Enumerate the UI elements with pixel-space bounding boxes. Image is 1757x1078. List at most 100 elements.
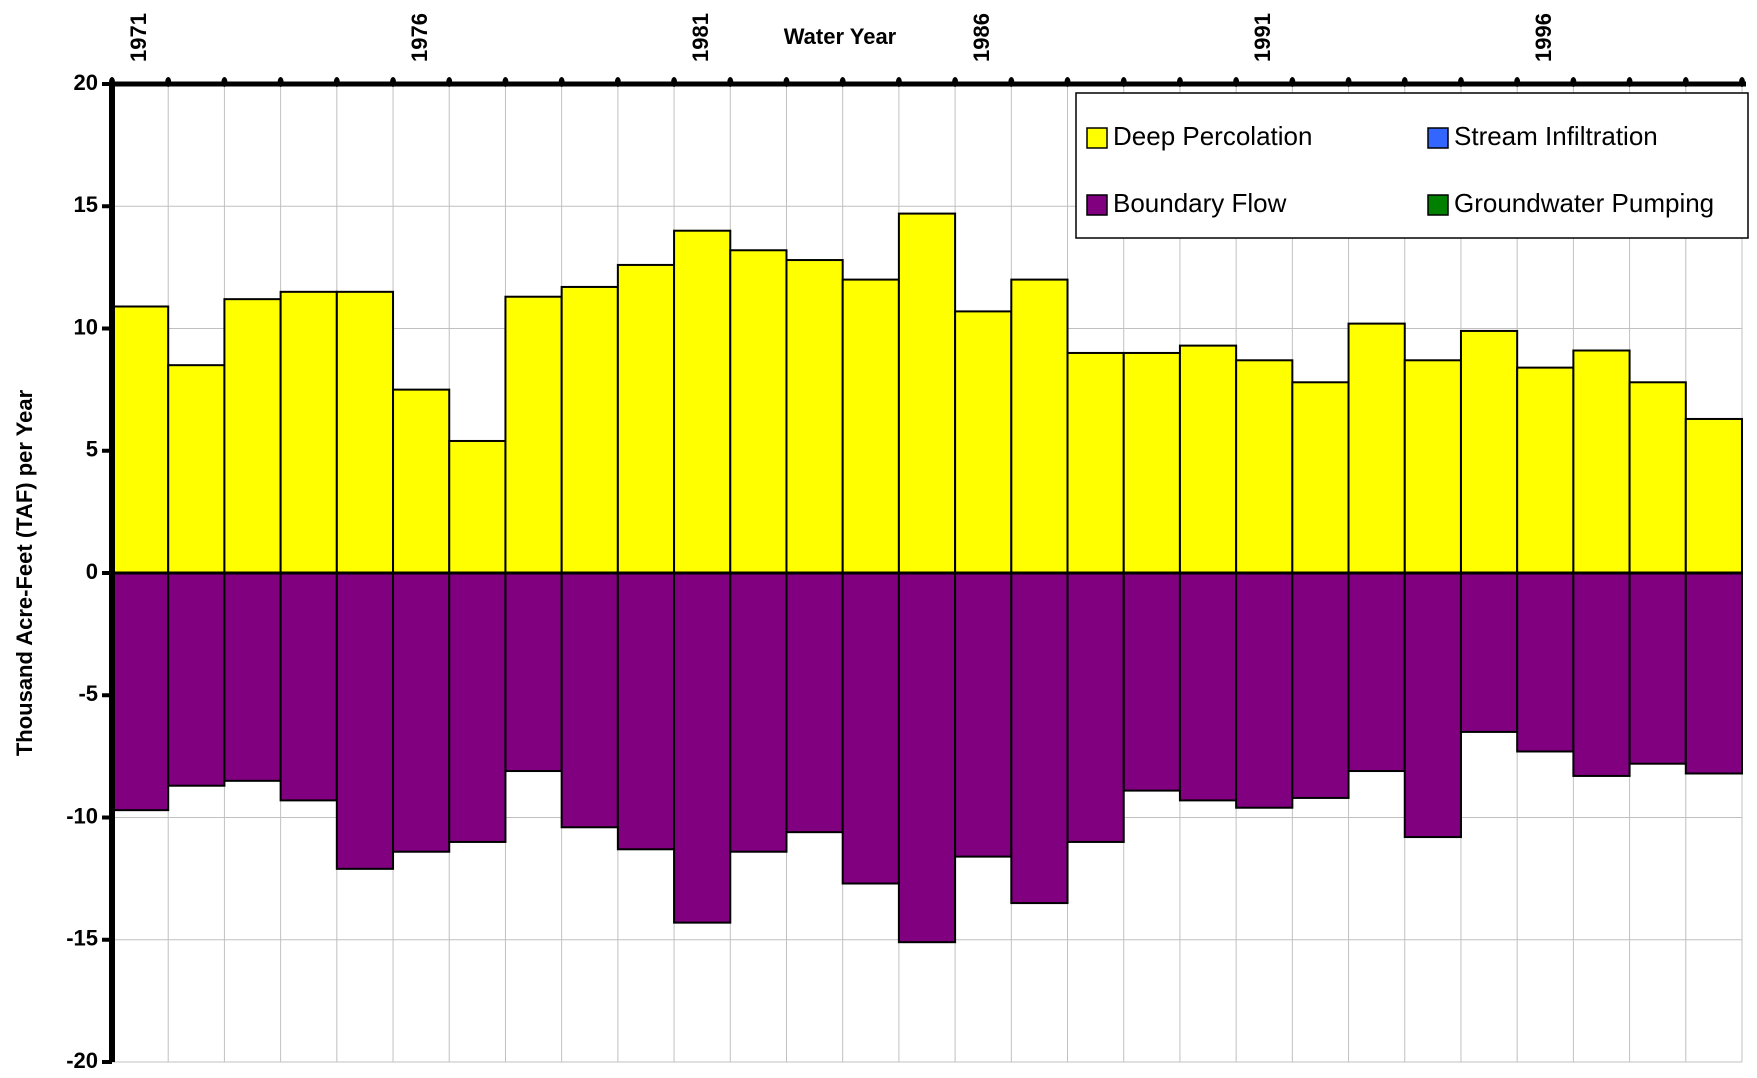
- x-tick-dot: [1739, 77, 1745, 87]
- x-tick-label: 1981: [688, 13, 713, 62]
- x-tick-dot: [671, 77, 678, 87]
- bar: [897, 572, 957, 944]
- bar: [335, 572, 395, 870]
- bar: [673, 229, 732, 574]
- y-tick-label: 15: [74, 192, 98, 217]
- bar: [1291, 572, 1350, 799]
- bar: [1516, 366, 1575, 574]
- legend-swatch: [1086, 194, 1108, 216]
- y-tick-label: 0: [86, 559, 98, 584]
- y-tick-label: -15: [66, 926, 98, 951]
- x-tick-dot: [783, 77, 790, 87]
- x-tick-dot: [1514, 77, 1521, 87]
- y-tick-label: -5: [78, 681, 98, 706]
- legend-swatch: [1427, 194, 1449, 216]
- bar: [392, 388, 451, 574]
- x-tick-dot: [839, 77, 846, 87]
- bar: [448, 439, 507, 574]
- x-tick-dot: [558, 77, 565, 87]
- bar: [279, 290, 338, 574]
- x-tick-label: 1996: [1531, 13, 1556, 62]
- x-tick-dot: [1682, 77, 1689, 87]
- bar: [504, 295, 563, 574]
- bar: [841, 572, 900, 885]
- bar: [785, 259, 844, 574]
- bar: [1178, 572, 1238, 802]
- bar: [167, 364, 226, 574]
- bar: [223, 572, 282, 782]
- bar: [1628, 381, 1687, 575]
- bar: [392, 572, 451, 853]
- bar: [448, 572, 507, 843]
- y-tick-label: -10: [66, 803, 98, 828]
- bar: [1066, 572, 1125, 843]
- legend-box: [1075, 92, 1749, 239]
- x-tick-label: 1991: [1250, 13, 1275, 62]
- bar: [111, 572, 170, 812]
- bar: [1572, 572, 1631, 777]
- bar: [1066, 351, 1125, 575]
- bar: [841, 278, 900, 574]
- bar: [1459, 329, 1519, 574]
- bar: [1459, 572, 1519, 733]
- legend-label: Boundary Flow: [1113, 188, 1287, 218]
- x-tick-dot: [221, 77, 228, 87]
- bar: [1291, 381, 1350, 575]
- x-tick-dot: [1233, 77, 1240, 87]
- bar: [1572, 349, 1631, 574]
- bar: [1347, 322, 1406, 574]
- x-tick-dot: [109, 77, 115, 87]
- x-tick-dot: [1570, 77, 1577, 87]
- bar: [223, 298, 282, 574]
- x-tick-dot: [1345, 77, 1352, 87]
- bar: [1178, 344, 1238, 574]
- bar: [1010, 278, 1069, 574]
- x-tick-dot: [895, 77, 902, 87]
- x-tick-dot: [390, 77, 397, 87]
- legend-label: Stream Infiltration: [1454, 121, 1658, 151]
- x-tick-dot: [1401, 77, 1408, 87]
- legend-swatch: [1427, 127, 1449, 149]
- x-tick-dot: [952, 77, 959, 87]
- y-tick-label: 20: [74, 70, 98, 95]
- bar: [616, 263, 676, 574]
- bar: [560, 572, 619, 829]
- bar: [560, 285, 619, 574]
- bar: [1403, 359, 1462, 574]
- bar: [1122, 572, 1181, 792]
- x-tick-dot: [1289, 77, 1296, 87]
- bar: [1235, 359, 1294, 574]
- bar: [729, 249, 788, 574]
- x-axis-title: Water Year: [784, 24, 897, 49]
- x-tick-label: 1986: [969, 13, 994, 62]
- x-tick-label: 1971: [126, 13, 151, 62]
- x-tick-dot: [1176, 77, 1183, 87]
- x-tick-dot: [502, 77, 509, 87]
- x-tick-label: 1976: [407, 13, 432, 62]
- bar: [1628, 572, 1687, 765]
- bar: [673, 572, 732, 924]
- legend-label: Deep Percolation: [1113, 121, 1312, 151]
- x-tick-dot: [614, 77, 621, 87]
- x-tick-dot: [446, 77, 453, 87]
- x-tick-dot: [277, 77, 284, 87]
- bar: [167, 572, 226, 787]
- bar: [1684, 417, 1743, 574]
- x-tick-dot: [165, 77, 172, 87]
- x-tick-dot: [333, 77, 340, 87]
- x-tick-dot: [1626, 77, 1633, 87]
- x-tick-dot: [1457, 77, 1464, 87]
- y-tick-label: -20: [66, 1048, 98, 1073]
- bar: [1347, 572, 1406, 773]
- bar: [616, 572, 676, 851]
- bar: [1684, 572, 1743, 775]
- bar: [785, 572, 844, 834]
- bar: [954, 310, 1013, 574]
- y-axis-title: Thousand Acre-Feet (TAF) per Year: [12, 389, 37, 756]
- bar: [1235, 572, 1294, 809]
- bar: [335, 290, 395, 574]
- bar: [1010, 572, 1069, 905]
- bar: [954, 572, 1013, 858]
- bar: [897, 212, 957, 575]
